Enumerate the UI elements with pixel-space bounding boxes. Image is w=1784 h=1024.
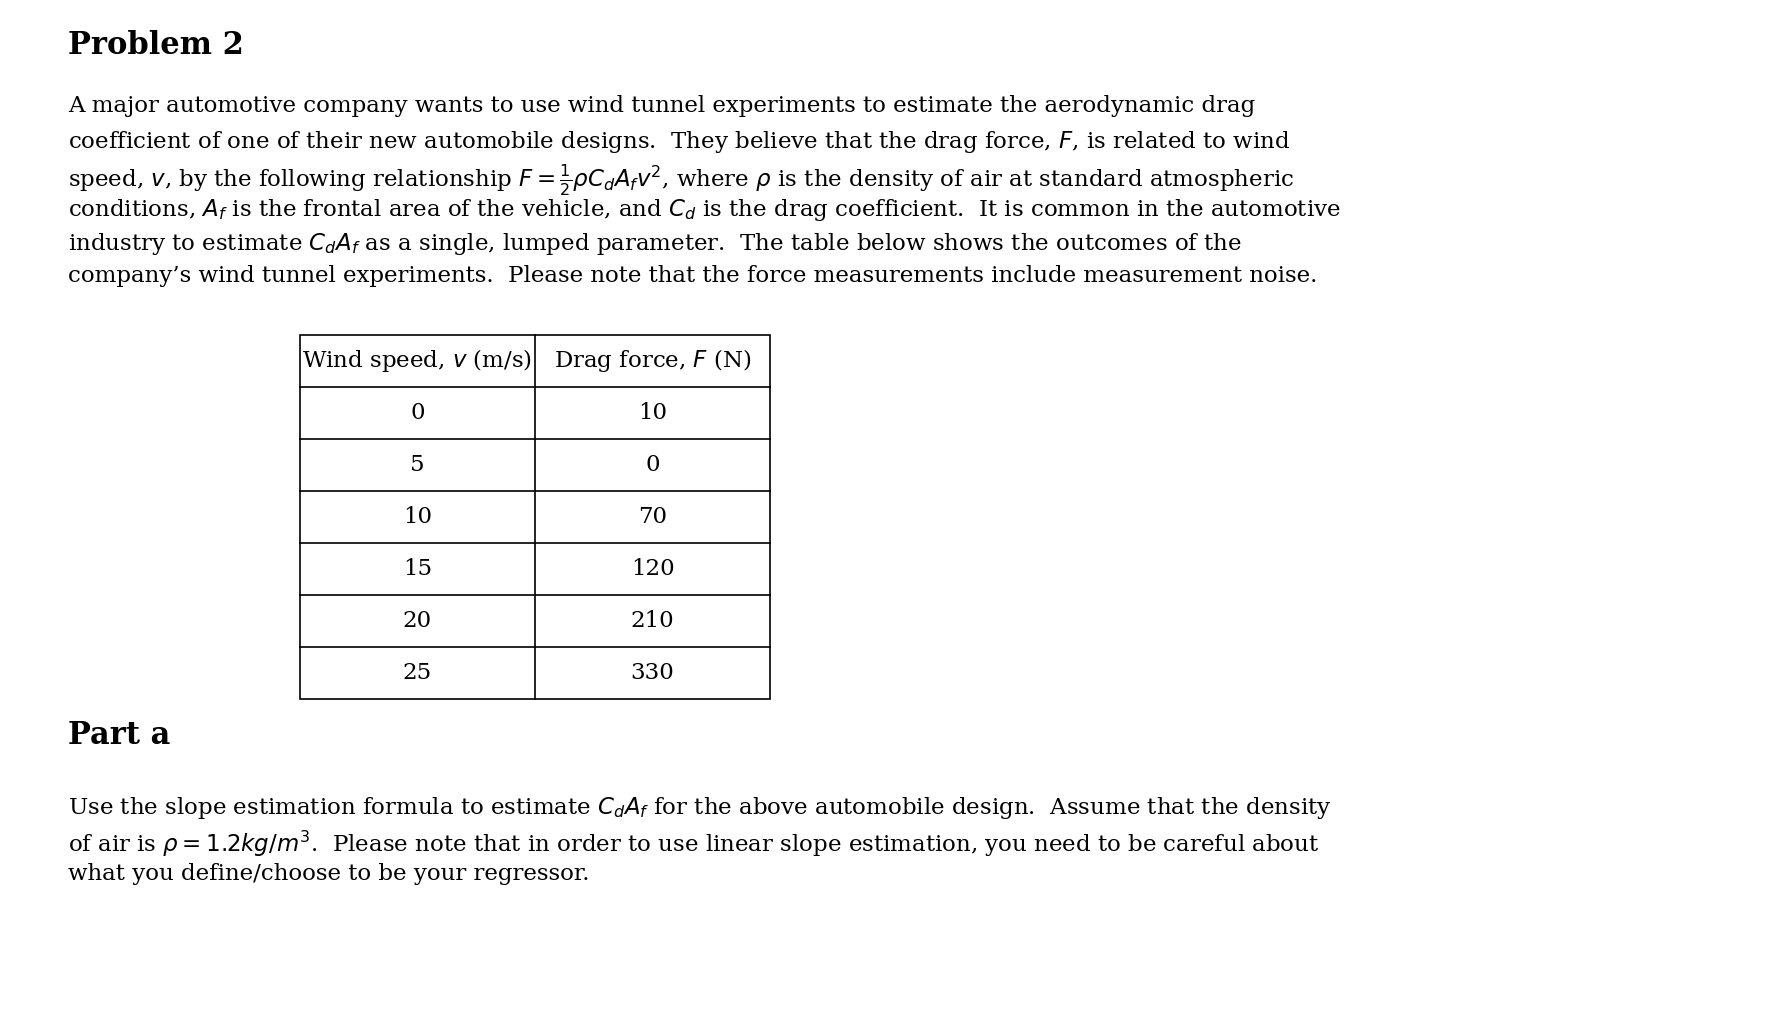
Text: what you define/choose to be your regressor.: what you define/choose to be your regres… — [68, 863, 589, 885]
Text: Part a: Part a — [68, 720, 169, 751]
Text: 0: 0 — [646, 454, 660, 476]
Text: Use the slope estimation formula to estimate $C_d A_f$ for the above automobile : Use the slope estimation formula to esti… — [68, 795, 1331, 821]
Text: Drag force, $F$ (N): Drag force, $F$ (N) — [553, 347, 751, 375]
Text: 210: 210 — [632, 610, 674, 632]
Text: 5: 5 — [410, 454, 425, 476]
Text: coefficient of one of their new automobile designs.  They believe that the drag : coefficient of one of their new automobi… — [68, 129, 1290, 155]
Text: A major automotive company wants to use wind tunnel experiments to estimate the : A major automotive company wants to use … — [68, 95, 1254, 117]
Text: 120: 120 — [632, 558, 674, 580]
Text: Wind speed, $v$ (m/s): Wind speed, $v$ (m/s) — [303, 347, 533, 375]
Text: of air is $\rho = 1.2kg/m^3$.  Please note that in order to use linear slope est: of air is $\rho = 1.2kg/m^3$. Please not… — [68, 829, 1318, 859]
Bar — [300, 335, 771, 699]
Text: Problem 2: Problem 2 — [68, 30, 244, 61]
Text: 330: 330 — [630, 662, 674, 684]
Text: 15: 15 — [403, 558, 432, 580]
Text: conditions, $A_f$ is the frontal area of the vehicle, and $C_d$ is the drag coef: conditions, $A_f$ is the frontal area of… — [68, 197, 1340, 223]
Text: company’s wind tunnel experiments.  Please note that the force measurements incl: company’s wind tunnel experiments. Pleas… — [68, 265, 1317, 287]
Text: 0: 0 — [410, 402, 425, 424]
Text: 70: 70 — [639, 506, 667, 528]
Text: 25: 25 — [403, 662, 432, 684]
Text: industry to estimate $C_d A_f$ as a single, lumped parameter.  The table below s: industry to estimate $C_d A_f$ as a sing… — [68, 231, 1242, 257]
Text: speed, $v$, by the following relationship $F = \frac{1}{2}\rho C_d A_f v^2$, whe: speed, $v$, by the following relationshi… — [68, 163, 1293, 199]
Text: 10: 10 — [403, 506, 432, 528]
Text: 20: 20 — [403, 610, 432, 632]
Text: 10: 10 — [639, 402, 667, 424]
